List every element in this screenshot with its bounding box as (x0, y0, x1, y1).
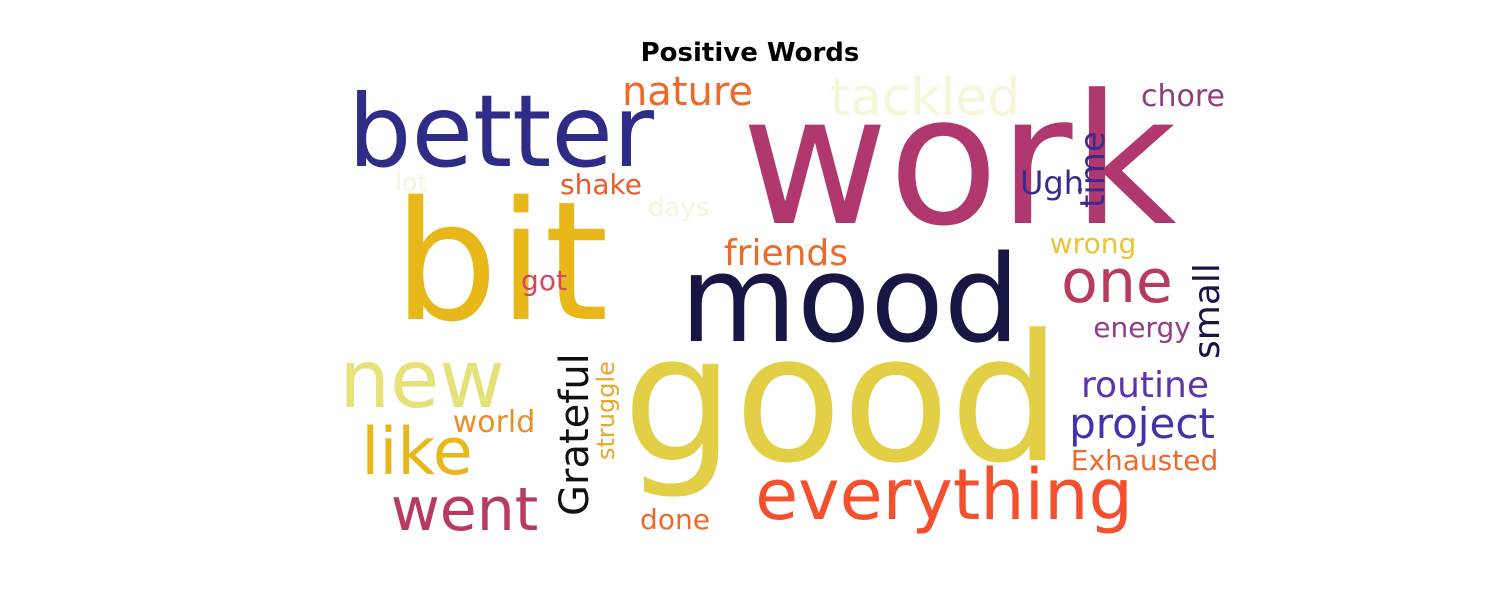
word-work: work (741, 57, 1177, 266)
word-done: done (640, 503, 710, 536)
word-got: got (521, 264, 567, 297)
word-one: one (1061, 247, 1173, 317)
word-good: good (622, 297, 1062, 502)
word-mood: mood (680, 231, 1020, 370)
word-days: days (647, 193, 710, 223)
word-lot: lot (394, 168, 428, 197)
word-friends: friends (723, 233, 849, 274)
word-bit: bit (393, 166, 609, 358)
word-nature: nature (621, 69, 754, 115)
word-went: went (390, 475, 539, 545)
figure-title: Positive Words (640, 38, 860, 68)
word-energy: energy (1093, 311, 1191, 344)
word-everything: everything (755, 454, 1133, 536)
word-grateful: Grateful (552, 353, 598, 517)
word-like: like (361, 415, 473, 490)
word-routine: routine (1081, 365, 1209, 406)
word-new: new (339, 333, 505, 426)
word-ugh: Ugh (1019, 164, 1084, 202)
word-better: better (347, 73, 655, 190)
word-struggle: struggle (592, 361, 620, 460)
word-world: world (452, 405, 536, 440)
word-chore: chore (1141, 79, 1225, 114)
word-exhausted: Exhausted (1070, 444, 1219, 477)
word-small: small (1187, 263, 1228, 359)
word-project: project (1069, 399, 1215, 448)
word-shake: shake (560, 168, 642, 201)
word-wrong: wrong (1049, 227, 1137, 260)
word-tackled: tackled (829, 68, 1021, 128)
